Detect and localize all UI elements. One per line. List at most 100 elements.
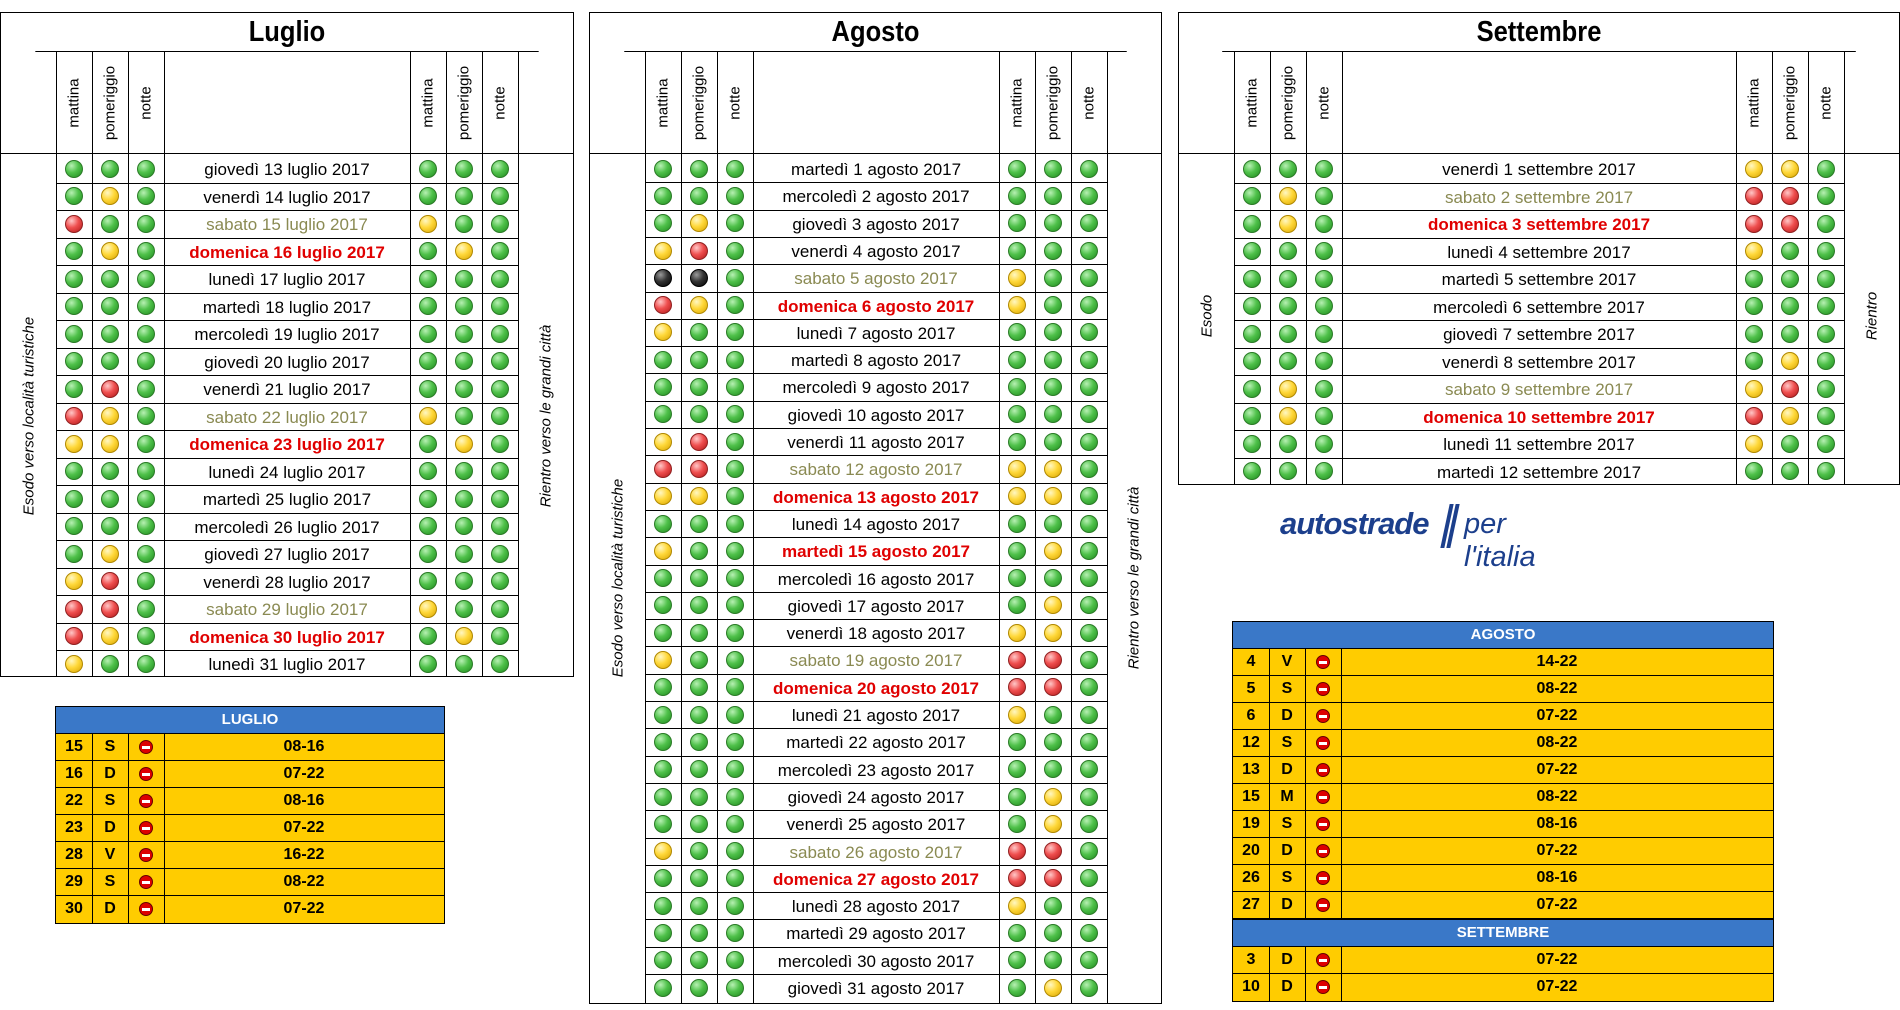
- date-cell: sabato 22 luglio 2017: [206, 407, 368, 427]
- row-divider: [1234, 402, 1844, 404]
- traffic-level-dot-icon: [654, 705, 672, 724]
- traffic-level-dot-icon: [1008, 159, 1026, 178]
- row-divider: [645, 318, 1107, 320]
- date-cell: venerdì 18 agosto 2017: [786, 624, 966, 644]
- column-divider: [482, 52, 483, 676]
- traffic-level-dot-icon: [1044, 241, 1062, 260]
- column-divider: [1808, 52, 1809, 484]
- no-entry-icon: [139, 847, 153, 862]
- traffic-level-dot-icon: [690, 569, 708, 588]
- traffic-ban-table-luglio: LUGLIO 15 S 08-16 16 D 07-22 22 S 08-16 23 D 07-22 28…: [55, 706, 445, 924]
- ban-hours: 08-16: [283, 738, 325, 755]
- traffic-level-dot-icon: [65, 654, 83, 673]
- traffic-level-dot-icon: [491, 627, 509, 646]
- column-divider: [1107, 52, 1108, 1003]
- column-divider: [753, 52, 754, 1003]
- ban-row: 3 D 07-22: [1233, 947, 1773, 974]
- column-divider: [1844, 52, 1845, 484]
- column-divider: [446, 52, 447, 676]
- traffic-level-dot-icon: [654, 924, 672, 943]
- traffic-level-dot-icon: [101, 462, 119, 481]
- traffic-level-dot-icon: [1044, 514, 1062, 533]
- date-cell: sabato 29 luglio 2017: [206, 600, 368, 619]
- ban-hours: 07-22: [1536, 978, 1578, 995]
- traffic-level-dot-icon: [1817, 159, 1835, 178]
- traffic-level-dot-icon: [419, 159, 437, 178]
- traffic-level-dot-icon: [654, 978, 672, 997]
- traffic-level-dot-icon: [1044, 350, 1062, 369]
- calendar-title: Settembre: [1222, 13, 1856, 52]
- traffic-level-dot-icon: [137, 544, 155, 563]
- row-divider: [645, 619, 1107, 621]
- ban-weekday: S: [1269, 730, 1306, 756]
- traffic-level-dot-icon: [1008, 569, 1026, 588]
- traffic-level-dot-icon: [1080, 787, 1098, 806]
- date-cell: domenica 6 agosto 2017: [777, 296, 975, 316]
- traffic-level-dot-icon: [491, 654, 509, 673]
- traffic-level-dot-icon: [1008, 896, 1026, 915]
- ban-weekday: S: [92, 734, 129, 760]
- no-entry-icon: [1316, 654, 1330, 669]
- outbound-label: Esodo verso località turistiche: [609, 478, 626, 678]
- column-header: pomeriggio: [1772, 52, 1808, 153]
- ban-day-number: 20: [1233, 838, 1270, 864]
- traffic-level-dot-icon: [726, 459, 744, 478]
- traffic-level-dot-icon: [1044, 814, 1062, 833]
- traffic-level-dot-icon: [491, 297, 509, 316]
- row-divider: [1234, 320, 1844, 321]
- traffic-level-dot-icon: [419, 269, 437, 288]
- traffic-level-dot-icon: [1044, 323, 1062, 342]
- row-divider: [645, 892, 1107, 894]
- traffic-level-dot-icon: [654, 896, 672, 915]
- column-header-label: mattina: [1243, 77, 1261, 128]
- column-header-label: notte: [1817, 85, 1835, 120]
- traffic-level-dot-icon: [726, 323, 744, 342]
- ban-hours: 08-22: [1536, 788, 1578, 805]
- row-divider: [1234, 375, 1844, 376]
- column-header-label: notte: [1080, 85, 1098, 120]
- row-divider: [645, 974, 1107, 975]
- traffic-level-dot-icon: [101, 517, 119, 536]
- date-cell: martedì 8 agosto 2017: [790, 351, 962, 371]
- traffic-level-dot-icon: [1080, 896, 1098, 915]
- column-header: notte: [717, 52, 753, 153]
- ban-icon-cell: [1305, 892, 1342, 918]
- traffic-level-dot-icon: [1008, 432, 1026, 451]
- traffic-level-dot-icon: [1044, 760, 1062, 779]
- row-divider: [56, 375, 518, 376]
- column-header: notte: [482, 52, 518, 153]
- traffic-level-dot-icon: [455, 462, 473, 481]
- traffic-level-dot-icon: [1080, 814, 1098, 833]
- traffic-level-dot-icon: [1817, 434, 1835, 453]
- traffic-level-dot-icon: [690, 241, 708, 260]
- row-divider: [645, 537, 1107, 539]
- traffic-level-dot-icon: [1243, 242, 1261, 261]
- traffic-level-dot-icon: [690, 541, 708, 560]
- header-band: [1179, 52, 1899, 154]
- traffic-level-dot-icon: [1044, 405, 1062, 424]
- ban-day-number: 10: [1233, 974, 1270, 1001]
- traffic-level-dot-icon: [726, 296, 744, 315]
- row-divider: [1234, 292, 1844, 294]
- traffic-level-dot-icon: [690, 514, 708, 533]
- traffic-level-dot-icon: [1745, 214, 1763, 233]
- row-divider: [645, 291, 1107, 293]
- logo-brand: autostrade: [1280, 506, 1429, 541]
- row-divider: [645, 728, 1107, 730]
- traffic-level-dot-icon: [690, 814, 708, 833]
- traffic-level-dot-icon: [1080, 296, 1098, 315]
- traffic-level-dot-icon: [419, 324, 437, 343]
- ban-hours: 08-22: [1536, 680, 1578, 697]
- traffic-level-dot-icon: [1279, 242, 1297, 261]
- traffic-level-dot-icon: [137, 627, 155, 646]
- traffic-level-dot-icon: [1817, 462, 1835, 481]
- column-header-label: notte: [726, 85, 744, 120]
- ban-hours: 07-22: [283, 819, 325, 836]
- ban-icon-cell: [1305, 676, 1342, 702]
- date-cell: martedì 18 luglio 2017: [202, 297, 372, 317]
- traffic-level-dot-icon: [1080, 705, 1098, 724]
- ban-day-number: 22: [56, 788, 93, 814]
- date-cell: venerdì 21 luglio 2017: [203, 380, 371, 399]
- traffic-level-dot-icon: [491, 544, 509, 563]
- traffic-level-dot-icon: [1008, 924, 1026, 943]
